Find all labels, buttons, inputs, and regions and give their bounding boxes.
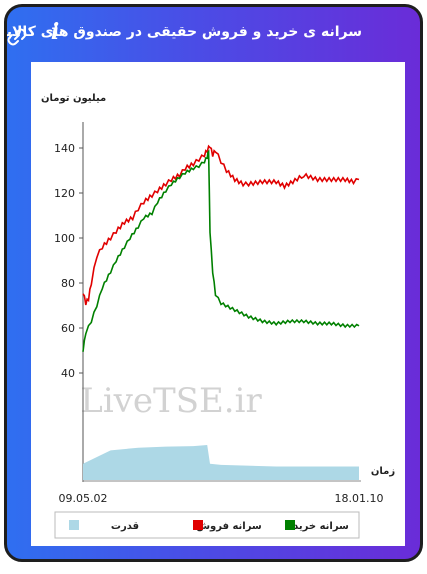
legend-item-power[interactable]: قدرت [69,520,139,532]
y-tick-label: 60 [61,322,75,335]
legend-box [54,511,360,539]
legend-swatch-sell [193,520,203,530]
link-icon[interactable] [7,28,27,46]
sell-series-line [82,144,360,306]
y-tick-label: 40 [61,367,75,380]
card-header: i سرانه ی خرید و فروش حقیقی در صندوق های… [7,7,420,57]
y-tick-label: 120 [54,187,75,200]
y-tick-label: 140 [54,142,75,155]
x-tick-label-start: 09.05.02 [59,492,108,505]
legend-label-sell: سرانه فروش [196,521,262,532]
y-tick-label: 80 [61,277,75,290]
watermark: LiveTSE.ir [80,381,262,421]
legend-item-sell[interactable]: سرانه فروش [193,520,262,532]
y-axis-label: میلیون تومان [41,93,106,104]
buy-series-line [82,149,360,352]
y-tick-label: 100 [54,232,75,245]
legend-label-buy: سرانه خرید [293,521,349,532]
legend-swatch-power [69,520,79,530]
legend-item-buy[interactable]: سرانه خرید [285,520,349,532]
x-tick-label-end: 18.01.10 [335,492,384,505]
chart-card: i سرانه ی خرید و فروش حقیقی در صندوق های… [4,4,423,562]
power-series-area [83,445,359,480]
chart-title: سرانه ی خرید و فروش حقیقی در صندوق های ک… [4,24,362,40]
legend-swatch-buy [285,520,295,530]
legend-label-power: قدرت [111,521,139,532]
x-axis-label: زمان [371,466,395,477]
info-icon[interactable]: i [50,19,60,45]
line-chart: میلیون تومان LiveTSE.ir 406080100120140 … [41,93,395,539]
chart-panel: میلیون تومان LiveTSE.ir 40 60 80 100 120 140 … [31,62,405,546]
